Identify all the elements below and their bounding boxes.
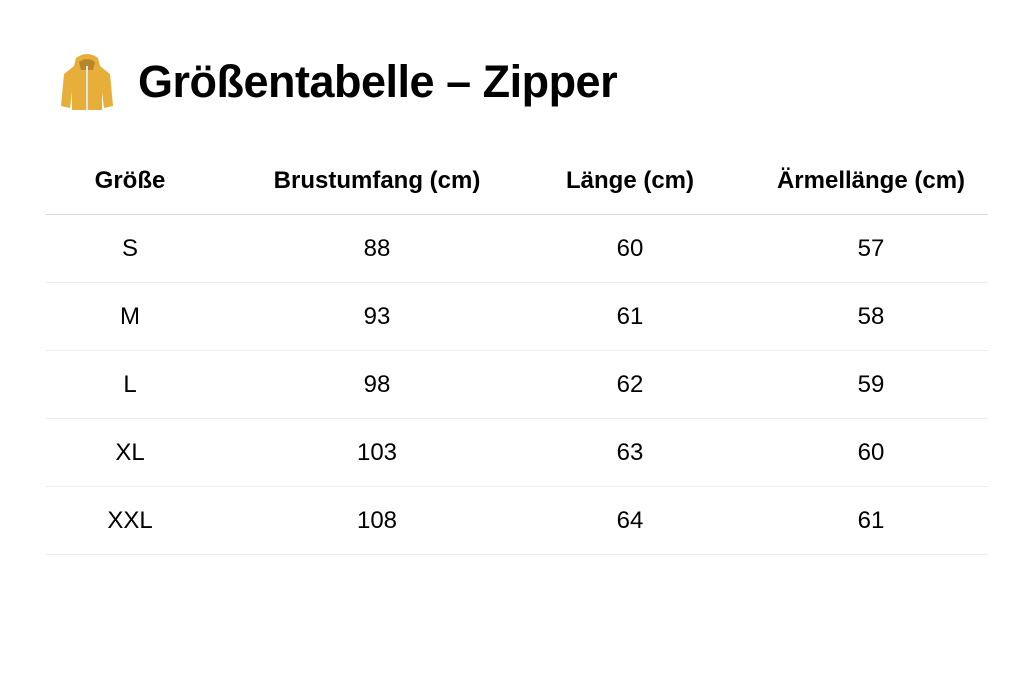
table-header-row: Größe Brustumfang (cm) Länge (cm) Ärmell… [46, 147, 988, 215]
cell-size: XXL [107, 506, 153, 534]
cell-size: XL [115, 438, 145, 466]
table-row: XL 103 63 60 [46, 419, 988, 487]
cell-length: 63 [616, 438, 644, 466]
cell-length: 64 [616, 506, 644, 534]
header-length: Länge (cm) [565, 166, 694, 194]
table-row: XXL 108 64 61 [46, 487, 988, 555]
size-table: Größe Brustumfang (cm) Länge (cm) Ärmell… [46, 147, 988, 555]
table-row: L 98 62 59 [46, 351, 988, 419]
jacket-icon [61, 54, 113, 110]
cell-chest: 93 [363, 302, 391, 330]
page-title: Größentabelle – Zipper [138, 56, 618, 107]
cell-chest: 108 [356, 506, 398, 534]
cell-length: 61 [616, 302, 644, 330]
cell-chest: 98 [363, 370, 391, 398]
cell-sleeve: 58 [857, 302, 885, 330]
table-row: M 93 61 58 [46, 283, 988, 351]
cell-size: M [120, 302, 140, 330]
header-chest: Brustumfang (cm) [273, 166, 481, 194]
cell-sleeve: 57 [857, 234, 885, 262]
header-size: Größe [94, 166, 166, 194]
cell-sleeve: 60 [857, 438, 885, 466]
table-row: S 88 60 57 [46, 215, 988, 283]
cell-chest: 88 [363, 234, 391, 262]
cell-length: 62 [616, 370, 644, 398]
header-sleeve: Ärmellänge (cm) [776, 166, 966, 194]
cell-length: 60 [616, 234, 644, 262]
cell-sleeve: 61 [857, 506, 885, 534]
cell-size: L [123, 370, 137, 398]
title-row: Größentabelle – Zipper [60, 52, 618, 112]
cell-sleeve: 59 [857, 370, 885, 398]
cell-size: S [121, 234, 138, 262]
cell-chest: 103 [356, 438, 398, 466]
